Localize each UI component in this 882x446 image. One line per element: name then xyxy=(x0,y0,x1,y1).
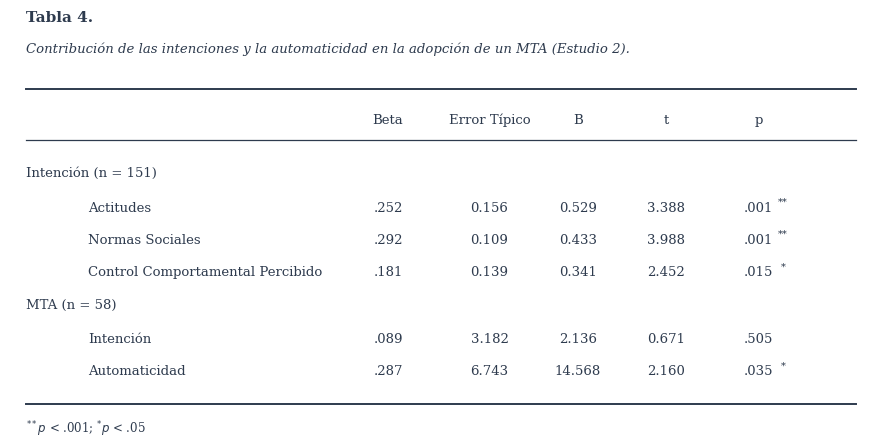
Text: t: t xyxy=(663,114,669,127)
Text: Normas Sociales: Normas Sociales xyxy=(88,234,201,247)
Text: 0.433: 0.433 xyxy=(558,234,597,247)
Text: .181: .181 xyxy=(373,266,403,279)
Text: MTA (n = 58): MTA (n = 58) xyxy=(26,299,117,312)
Text: .035: .035 xyxy=(744,365,774,378)
Text: 0.109: 0.109 xyxy=(471,234,508,247)
Text: .001: .001 xyxy=(744,202,774,215)
Text: **: ** xyxy=(778,198,789,207)
Text: Beta: Beta xyxy=(373,114,403,127)
Text: .252: .252 xyxy=(373,202,403,215)
Text: 2.452: 2.452 xyxy=(647,266,684,279)
Text: Actitudes: Actitudes xyxy=(88,202,152,215)
Text: **: ** xyxy=(778,230,789,239)
Text: $^{**}$$p$ < .001; $^{*}$$p$ < .05: $^{**}$$p$ < .001; $^{*}$$p$ < .05 xyxy=(26,419,146,439)
Text: *: * xyxy=(781,361,786,370)
Text: 2.160: 2.160 xyxy=(647,365,684,378)
Text: Contribución de las intenciones y la automaticidad en la adopción de un MTA (Est: Contribución de las intenciones y la aut… xyxy=(26,42,631,56)
Text: .089: .089 xyxy=(373,333,403,346)
Text: 0.341: 0.341 xyxy=(559,266,596,279)
Text: Intención (n = 151): Intención (n = 151) xyxy=(26,167,157,180)
Text: 3.182: 3.182 xyxy=(471,333,508,346)
Text: Tabla 4.: Tabla 4. xyxy=(26,11,93,25)
Text: .287: .287 xyxy=(373,365,403,378)
Text: Intención: Intención xyxy=(88,333,152,346)
Text: .001: .001 xyxy=(744,234,774,247)
Text: .015: .015 xyxy=(744,266,774,279)
Text: B: B xyxy=(572,114,583,127)
Text: 0.671: 0.671 xyxy=(647,333,685,346)
Text: .292: .292 xyxy=(373,234,403,247)
Text: *: * xyxy=(781,262,786,271)
Text: p: p xyxy=(754,114,763,127)
Text: 6.743: 6.743 xyxy=(470,365,509,378)
Text: 14.568: 14.568 xyxy=(555,365,601,378)
Text: Control Comportamental Percibido: Control Comportamental Percibido xyxy=(88,266,323,279)
Text: 2.136: 2.136 xyxy=(558,333,597,346)
Text: 0.529: 0.529 xyxy=(559,202,596,215)
Text: 0.156: 0.156 xyxy=(471,202,508,215)
Text: .505: .505 xyxy=(744,333,774,346)
Text: 3.988: 3.988 xyxy=(647,234,685,247)
Text: 3.388: 3.388 xyxy=(647,202,685,215)
Text: Error Típico: Error Típico xyxy=(449,114,530,127)
Text: 0.139: 0.139 xyxy=(470,266,509,279)
Text: Automaticidad: Automaticidad xyxy=(88,365,186,378)
